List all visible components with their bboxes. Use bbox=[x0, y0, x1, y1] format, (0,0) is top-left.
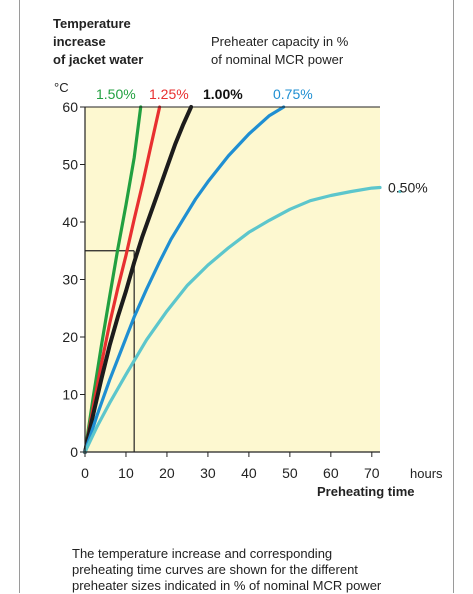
left-border-line bbox=[19, 0, 20, 593]
x-tick-label: 50 bbox=[282, 465, 298, 481]
series-line-4 bbox=[83, 185, 382, 454]
series-label-4: 0.50% bbox=[388, 180, 428, 196]
series-line-2 bbox=[83, 105, 194, 454]
y-unit-label: °C bbox=[54, 80, 69, 95]
legend-title-line-2: of nominal MCR power bbox=[211, 52, 344, 67]
y-tick-label: 0 bbox=[70, 444, 78, 460]
caption-line-1: The temperature increase and correspondi… bbox=[72, 546, 333, 561]
legend-title-line-1: Preheater capacity in % bbox=[211, 34, 349, 49]
series-label-3: 0.75% bbox=[273, 86, 313, 102]
caption-line-3: preheater sizes indicated in % of nomina… bbox=[72, 578, 382, 593]
y-tick-label: 20 bbox=[62, 329, 78, 345]
series-label-dot bbox=[398, 189, 402, 194]
y-tick-label: 10 bbox=[62, 387, 78, 403]
series-line-0 bbox=[83, 105, 143, 454]
x-tick-label: 40 bbox=[241, 465, 257, 481]
y-tick-label: 60 bbox=[62, 99, 78, 115]
y-tick-label: 40 bbox=[62, 214, 78, 230]
series-label-2: 1.00% bbox=[203, 86, 243, 102]
x-tick-label: 20 bbox=[159, 465, 175, 481]
series-label-1: 1.25% bbox=[149, 86, 189, 102]
x-tick-label: 60 bbox=[323, 465, 339, 481]
series-line-1 bbox=[83, 105, 162, 454]
y-title-line-2: increase bbox=[53, 34, 106, 49]
series-label-0: 1.50% bbox=[96, 86, 136, 102]
y-title-line-3: of jacket water bbox=[53, 52, 144, 67]
series-labels: 1.50% 1.25% 1.00% 0.75% 0.50% bbox=[96, 86, 428, 196]
axes: 0 10 20 30 40 50 60 0 10 20 30 40 50 60 70 bbox=[62, 99, 380, 481]
x-axis-title: Preheating time bbox=[317, 484, 415, 499]
series-line-3 bbox=[83, 105, 286, 454]
right-border-line bbox=[453, 0, 454, 593]
y-tick-label: 30 bbox=[62, 272, 78, 288]
x-tick-label: 30 bbox=[200, 465, 216, 481]
series-lines bbox=[83, 105, 382, 454]
caption: The temperature increase and correspondi… bbox=[72, 546, 381, 594]
caption-line-2: preheating time curves are shown for the… bbox=[72, 562, 358, 577]
x-unit-label: hours bbox=[410, 466, 443, 481]
x-tick-label: 10 bbox=[118, 465, 134, 481]
y-tick-label: 50 bbox=[62, 157, 78, 173]
x-tick-label: 70 bbox=[364, 465, 380, 481]
y-title-line-1: Temperature bbox=[53, 16, 131, 31]
x-tick-label: 0 bbox=[81, 465, 89, 481]
